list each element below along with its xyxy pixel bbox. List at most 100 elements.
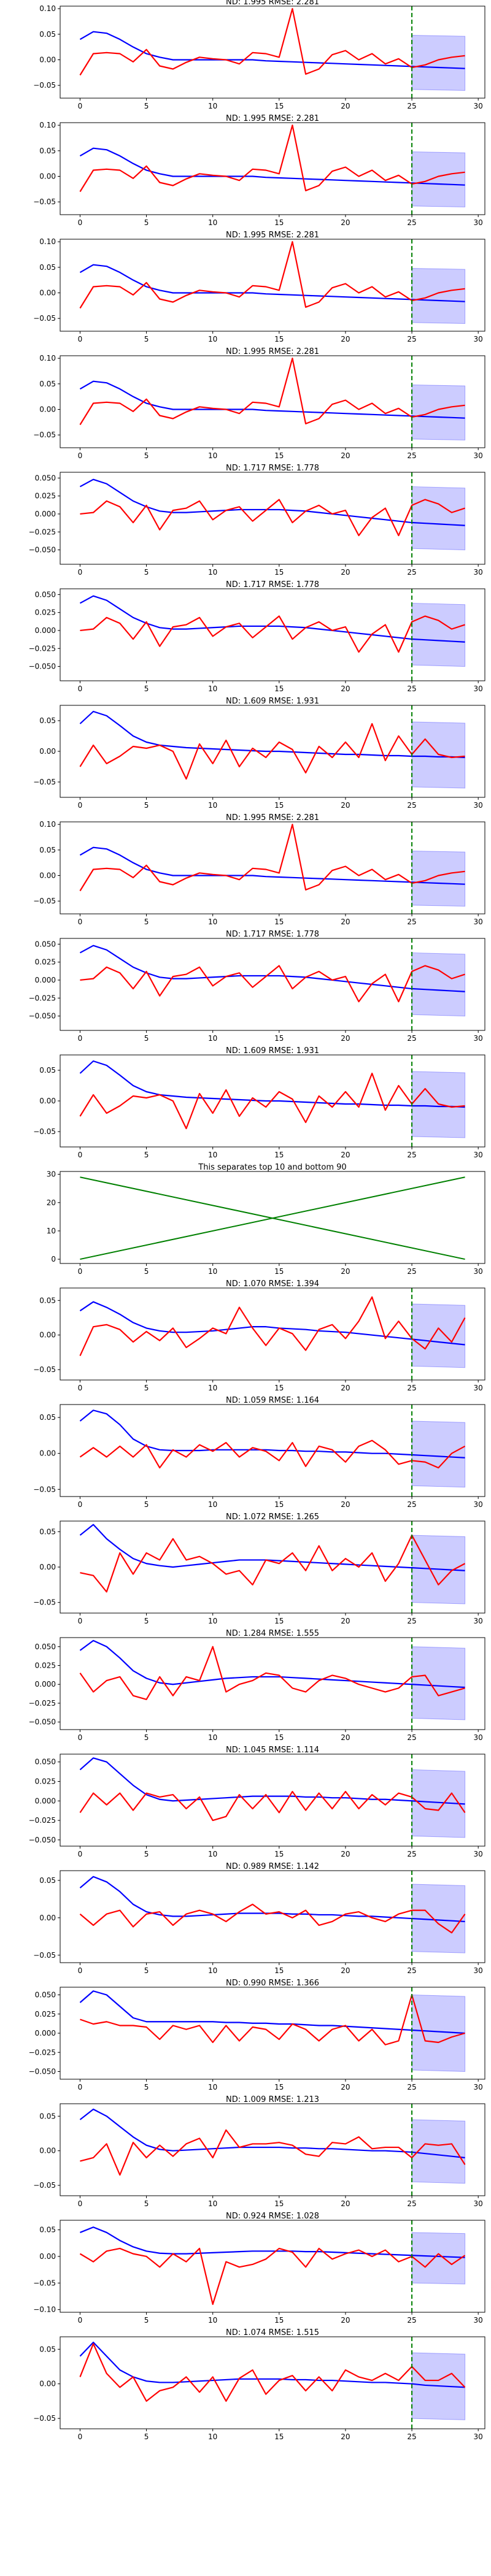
actual-series-line bbox=[80, 1534, 466, 1593]
chart-title: ND: 1.009 RMSE: 1.213 bbox=[226, 2095, 319, 2104]
y-tick-label: 0.050 bbox=[35, 1643, 56, 1651]
forecast-interval-band bbox=[411, 267, 466, 324]
plot-frame bbox=[60, 2336, 485, 2429]
y-tick-label: 0.10 bbox=[39, 4, 56, 13]
x-tick-label: 0 bbox=[78, 684, 83, 693]
plot-frame bbox=[60, 1171, 485, 1264]
x-tick-label: 10 bbox=[208, 1384, 217, 1392]
plot-frame bbox=[60, 2103, 485, 2196]
x-tick-label: 25 bbox=[407, 1617, 416, 1625]
plot-area bbox=[79, 6, 466, 98]
chart-panel: ND: 1.045 RMSE: 1.114 −0.050 −0.025 0.000 0.… bbox=[29, 1746, 485, 1858]
actual-series-line bbox=[79, 1439, 466, 1469]
chart-panel: ND: 1.074 RMSE: 1.515 −0.05 0.00 0.05 0 5 10 15… bbox=[33, 2328, 485, 2441]
x-tick-label: 15 bbox=[274, 1617, 284, 1625]
x-tick-label: 5 bbox=[144, 1384, 149, 1392]
x-tick-label: 0 bbox=[78, 1966, 83, 1975]
plot-area bbox=[79, 1987, 466, 2079]
forecast-series-line bbox=[79, 595, 465, 643]
x-tick-label: 0 bbox=[78, 1733, 83, 1742]
x-tick-label: 25 bbox=[407, 1500, 416, 1509]
x-tick-label: 30 bbox=[474, 1966, 483, 1975]
y-tick-label: 0.025 bbox=[35, 608, 56, 617]
x-tick-label: 30 bbox=[474, 801, 483, 810]
x-tick-label: 30 bbox=[474, 335, 483, 343]
plot-frame bbox=[60, 1754, 485, 1847]
y-tick-label: 0.00 bbox=[39, 2147, 56, 2155]
actual-series-line bbox=[79, 8, 465, 76]
chart-title: ND: 1.609 RMSE: 1.931 bbox=[226, 697, 319, 706]
y-tick-label: −0.05 bbox=[33, 1485, 56, 1493]
y-tick-label: 0.10 bbox=[39, 121, 56, 129]
x-tick-label: 25 bbox=[407, 1267, 416, 1276]
y-tick-label: 0.000 bbox=[35, 1680, 56, 1689]
forecast-series-line bbox=[79, 380, 465, 419]
x-tick-label: 10 bbox=[208, 1850, 217, 1858]
actual-series-line bbox=[79, 1903, 466, 1934]
x-tick-label: 20 bbox=[341, 451, 350, 460]
y-tick-label: −0.05 bbox=[33, 1365, 56, 1374]
y-tick-label: 0.025 bbox=[35, 958, 56, 967]
actual-series-line bbox=[80, 2129, 466, 2176]
y-tick-label: −0.05 bbox=[33, 314, 56, 323]
actual-series-line bbox=[80, 1994, 465, 2045]
y-tick-label: 10 bbox=[47, 1227, 56, 1235]
y-tick-label: 0.05 bbox=[39, 1876, 56, 1885]
x-tick-label: 0 bbox=[78, 568, 83, 577]
forecast-series-line bbox=[79, 1060, 465, 1108]
x-tick-label: 30 bbox=[474, 1617, 483, 1625]
y-tick-label: 0.05 bbox=[39, 846, 56, 854]
plot-frame bbox=[60, 938, 485, 1031]
x-tick-label: 5 bbox=[144, 1617, 149, 1625]
x-tick-label: 25 bbox=[407, 2432, 416, 2441]
chart-panel: ND: 1.717 RMSE: 1.778 −0.050 −0.025 0.000 0.… bbox=[29, 930, 485, 1043]
plot-area bbox=[79, 705, 466, 797]
x-tick-label: 25 bbox=[407, 2083, 416, 2091]
actual-series-line bbox=[79, 1646, 465, 1700]
forecast-series-line bbox=[79, 1990, 465, 2034]
chart-panel: ND: 1.995 RMSE: 2.281 −0.05 0.00 0.05 0.10 0 5… bbox=[33, 813, 485, 926]
y-tick-label: −0.050 bbox=[29, 1012, 56, 1021]
actual-series-line bbox=[79, 125, 465, 193]
forecast-series-line bbox=[80, 2226, 465, 2258]
x-tick-label: 15 bbox=[274, 102, 284, 110]
chart-title: ND: 0.924 RMSE: 1.028 bbox=[226, 2212, 319, 2221]
x-tick-label: 15 bbox=[274, 451, 284, 460]
y-tick-label: 0.000 bbox=[35, 2029, 56, 2037]
x-tick-label: 20 bbox=[341, 2432, 350, 2441]
plot-area bbox=[79, 822, 466, 914]
x-tick-label: 30 bbox=[474, 2083, 483, 2091]
chart-title: ND: 1.717 RMSE: 1.778 bbox=[226, 930, 319, 939]
x-tick-label: 15 bbox=[274, 218, 284, 227]
chart-title: ND: 0.989 RMSE: 1.142 bbox=[226, 1862, 319, 1871]
x-tick-label: 5 bbox=[144, 684, 149, 693]
y-tick-label: −0.05 bbox=[33, 2414, 56, 2423]
chart-panel: ND: 1.995 RMSE: 2.281 −0.05 0.00 0.05 0.10 0 5… bbox=[33, 347, 485, 460]
y-tick-label: 0.00 bbox=[39, 405, 56, 414]
y-tick-label: 0.00 bbox=[39, 1914, 56, 1922]
x-tick-label: 15 bbox=[274, 918, 284, 926]
chart-title: ND: 1.717 RMSE: 1.778 bbox=[226, 580, 319, 589]
x-tick-label: 25 bbox=[407, 1034, 416, 1043]
chart-title: ND: 1.074 RMSE: 1.515 bbox=[226, 2328, 319, 2337]
x-tick-label: 5 bbox=[144, 2199, 149, 2208]
y-tick-label: −0.050 bbox=[29, 662, 56, 671]
y-tick-label: −0.05 bbox=[33, 1598, 56, 1607]
y-tick-label: 0.05 bbox=[39, 716, 56, 725]
forecast-series-line bbox=[79, 1301, 465, 1346]
x-tick-label: 10 bbox=[208, 451, 217, 460]
x-tick-label: 5 bbox=[144, 1034, 149, 1043]
x-tick-label: 20 bbox=[341, 1384, 350, 1392]
x-tick-label: 20 bbox=[341, 1733, 350, 1742]
x-tick-label: 25 bbox=[407, 451, 416, 460]
forecast-series-line bbox=[79, 147, 465, 186]
chart-panel: ND: 1.995 RMSE: 2.281 −0.05 0.00 0.05 0.10 0 5… bbox=[33, 114, 485, 227]
x-tick-label: 25 bbox=[407, 918, 416, 926]
x-tick-label: 15 bbox=[274, 2432, 284, 2441]
x-tick-label: 15 bbox=[274, 684, 284, 693]
x-tick-label: 0 bbox=[78, 451, 83, 460]
plot-frame bbox=[60, 355, 485, 448]
x-tick-label: 30 bbox=[474, 1151, 483, 1159]
x-tick-label: 30 bbox=[474, 2432, 483, 2441]
